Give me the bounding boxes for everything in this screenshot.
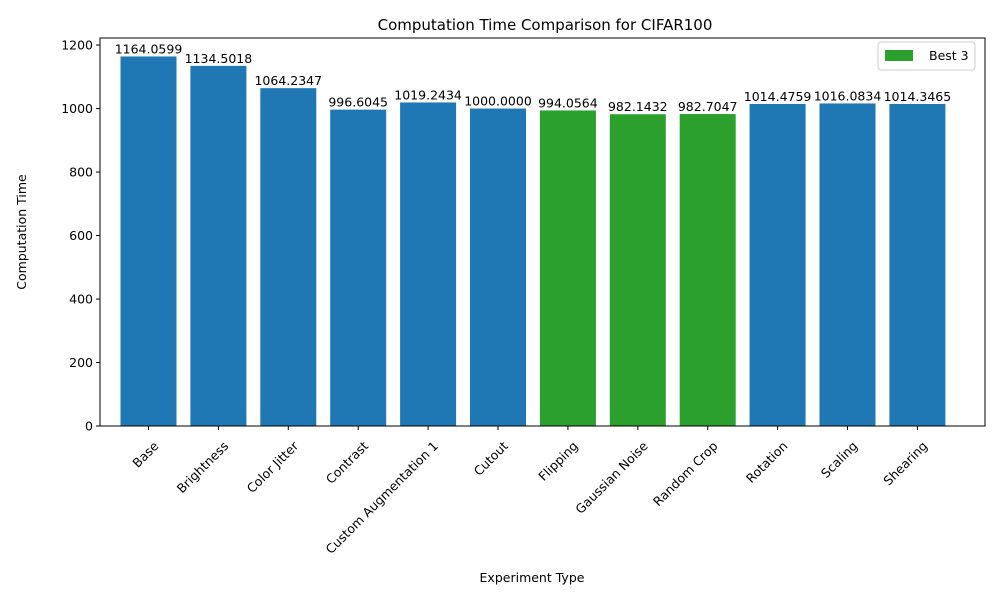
bar-value-label-brightness: 1134.5018 [185, 51, 253, 66]
x-tick-label-shearing: Shearing [880, 438, 930, 488]
x-tick-label-gaussian-noise: Gaussian Noise [572, 438, 651, 517]
legend-label-best-3: Best 3 [929, 48, 969, 63]
y-tick-label-800: 800 [69, 165, 93, 180]
y-tick-label-200: 200 [69, 355, 93, 370]
bar-value-label-shearing: 1014.3465 [884, 89, 952, 104]
bars-group [120, 56, 946, 427]
x-tick-label-custom-augmentation-1: Custom Augmentation 1 [323, 438, 441, 556]
bar-scaling [819, 103, 876, 426]
y-axis-title: Computation Time [14, 174, 29, 290]
chart-title: Computation Time Comparison for CIFAR100 [378, 16, 713, 34]
y-tick-label-0: 0 [85, 419, 93, 434]
bar-value-label-cutout: 1000.0000 [464, 94, 532, 109]
bar-value-label-rotation: 1014.4759 [744, 89, 812, 104]
x-tick-label-scaling: Scaling [818, 438, 861, 481]
plot-frame [99, 37, 986, 427]
y-tick-label-1200: 1200 [61, 38, 93, 53]
bar-value-label-custom-augmentation-1: 1019.2434 [394, 87, 462, 102]
bar-custom-augmentation-1 [400, 102, 457, 427]
bar-value-label-base: 1164.0599 [115, 41, 183, 56]
x-tick-label-color-jitter: Color Jitter [244, 438, 302, 496]
legend: Best 3 [877, 41, 976, 71]
y-axis: 0 200 400 600 800 1000 1200 [61, 38, 100, 434]
bar-value-label-flipping: 994.0564 [538, 95, 598, 110]
x-tick-label-base: Base [129, 438, 161, 470]
bar-contrast [330, 109, 387, 426]
bar-value-label-color-jitter: 1064.2347 [254, 73, 322, 88]
x-tick-label-rotation: Rotation [743, 438, 791, 486]
x-tick-label-flipping: Flipping [535, 438, 580, 483]
bar-rotation [749, 103, 806, 427]
bar-base [120, 56, 177, 427]
x-tick-label-cutout: Cutout [471, 438, 511, 478]
x-axis: Base Brightness Color Jitter ContrastCustom… [129, 426, 930, 557]
y-tick-label-1000: 1000 [61, 101, 93, 116]
bar-cutout [470, 108, 526, 426]
bar-value-label-random-crop: 982.7047 [678, 99, 738, 114]
x-axis-title: Experiment Type [480, 570, 585, 585]
bar-gaussian-noise [609, 114, 666, 426]
x-tick-label-contrast: Contrast [323, 438, 371, 486]
y-tick-label-400: 400 [69, 292, 93, 307]
bar-shearing [889, 104, 946, 427]
x-tick-label-random-crop: Random Crop [650, 438, 721, 509]
bar-flipping [539, 110, 596, 427]
bar-brightness [190, 65, 247, 427]
legend-box [877, 41, 976, 71]
bar-color-jitter [260, 88, 317, 426]
bar-value-label-gaussian-noise: 982.1432 [608, 99, 668, 114]
bar-random-crop [679, 114, 736, 427]
bar-value-label-contrast: 996.6045 [328, 95, 388, 110]
x-tick-label-brightness: Brightness [174, 438, 232, 496]
bar-value-label-scaling: 1016.0834 [814, 88, 882, 103]
y-tick-label-600: 600 [69, 228, 93, 243]
legend-swatch-best-3 [885, 50, 913, 61]
